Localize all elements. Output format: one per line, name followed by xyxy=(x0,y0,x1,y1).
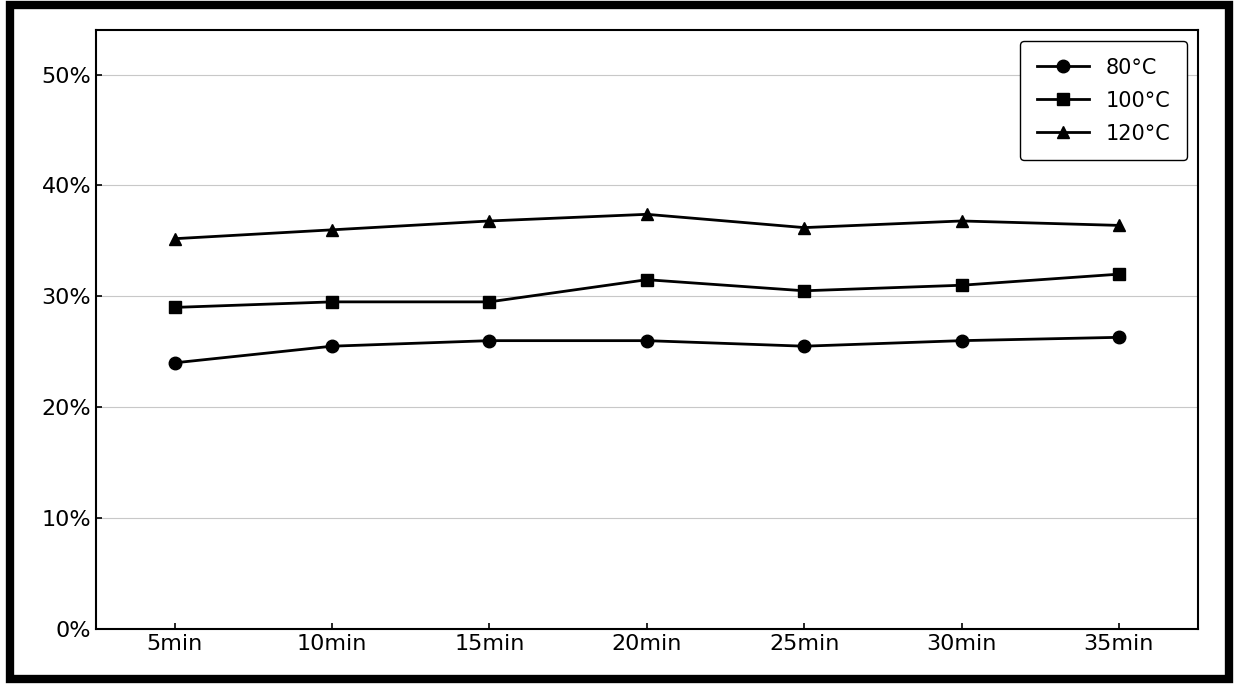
120°C xyxy=(797,224,812,232)
100°C xyxy=(167,303,182,311)
100°C xyxy=(482,298,497,306)
80°C xyxy=(482,337,497,345)
80°C xyxy=(797,342,812,350)
100°C xyxy=(1111,270,1126,278)
120°C xyxy=(1111,222,1126,230)
80°C xyxy=(954,337,969,345)
120°C xyxy=(639,210,654,218)
100°C xyxy=(797,287,812,295)
80°C xyxy=(1111,333,1126,341)
120°C xyxy=(167,235,182,243)
Line: 120°C: 120°C xyxy=(169,208,1125,245)
100°C xyxy=(954,281,969,289)
80°C xyxy=(167,358,182,367)
Line: 100°C: 100°C xyxy=(169,268,1125,314)
Legend: 80°C, 100°C, 120°C: 80°C, 100°C, 120°C xyxy=(1020,41,1187,161)
120°C xyxy=(954,217,969,225)
80°C xyxy=(325,342,339,350)
120°C xyxy=(325,226,339,234)
120°C xyxy=(482,217,497,225)
80°C xyxy=(639,337,654,345)
100°C xyxy=(325,298,339,306)
100°C xyxy=(639,276,654,284)
Line: 80°C: 80°C xyxy=(169,331,1125,369)
